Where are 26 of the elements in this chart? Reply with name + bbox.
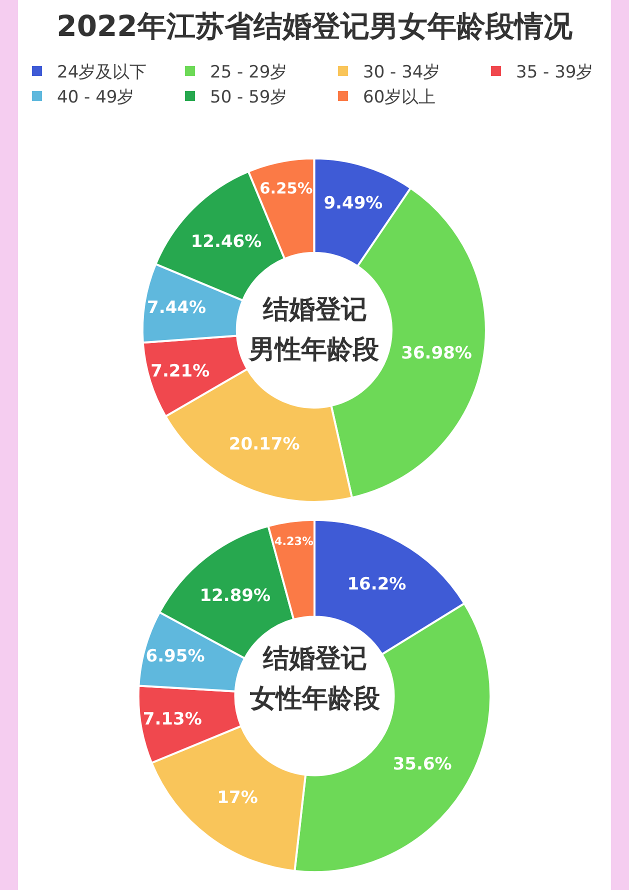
data-label: 7.21% (150, 361, 210, 382)
legend-label: 24岁及以下 (57, 62, 147, 83)
data-label: 6.25% (260, 180, 313, 198)
legend-label: 25 - 29岁 (210, 62, 288, 83)
data-label: 6.95% (146, 646, 205, 666)
data-label: 4.23% (274, 535, 314, 548)
data-label: 17% (217, 788, 258, 808)
legend-label: 30 - 34岁 (363, 62, 440, 83)
data-label: 7.44% (147, 298, 206, 318)
data-label: 9.49% (324, 193, 383, 214)
data-label: 20.17% (228, 434, 300, 454)
data-label: 7.13% (142, 710, 202, 730)
text: 男性年龄段 (248, 335, 380, 365)
data-label: 36.98% (401, 343, 472, 364)
text: 女性年龄段 (249, 684, 381, 714)
text: 结婚登记 (262, 644, 367, 674)
data-label: 16.2% (347, 574, 406, 594)
legend-label: 40 - 49岁 (57, 88, 134, 108)
data-label: 12.89% (200, 586, 271, 606)
data-label: 35.6% (392, 754, 452, 774)
text: 结婚登记 (262, 295, 367, 325)
legend-label: 50 - 59岁 (210, 88, 288, 108)
legend-label: 60岁以上 (363, 88, 436, 108)
data-label: 12.46% (190, 232, 262, 252)
legend-label: 35 - 39岁 (516, 62, 594, 83)
chart-title: 2022年江苏省结婚登记男女年龄段情况 (56, 9, 574, 44)
